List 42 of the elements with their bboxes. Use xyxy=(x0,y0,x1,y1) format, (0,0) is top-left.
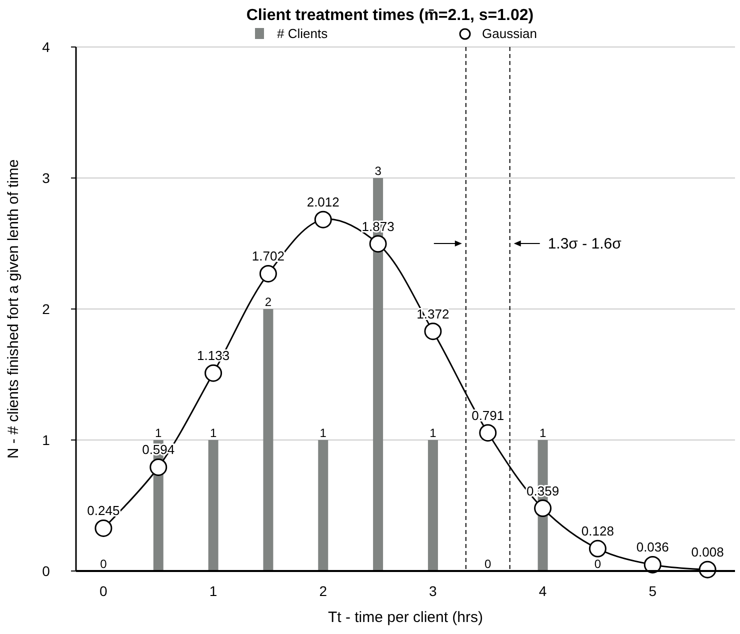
data-label: 2.012 xyxy=(306,194,340,210)
data-label: 1 xyxy=(539,426,546,440)
data-label: 0.359 xyxy=(526,483,560,498)
x-tick-label: 4 xyxy=(538,583,547,599)
legend-label: Gaussian xyxy=(482,26,537,41)
data-label: 0.245 xyxy=(87,503,120,518)
x-tick-label: 1 xyxy=(209,583,218,599)
data-label: 0.036 xyxy=(636,540,669,555)
point xyxy=(534,500,552,518)
data-label: 0.128 xyxy=(581,524,614,539)
data-label: 0.008 xyxy=(691,544,724,560)
x-tick-label: 5 xyxy=(648,583,657,599)
annotation: 1.3σ - 1.6σ xyxy=(548,236,622,252)
data-label: 0 xyxy=(484,557,492,571)
bar xyxy=(318,440,328,571)
data-label: 2 xyxy=(264,295,272,309)
bar xyxy=(263,309,274,571)
x-axis-title: Tt - time per client (hrs) xyxy=(328,609,484,626)
y-axis-title: N - # clients finished fort a given lenth of time xyxy=(5,159,22,459)
bar xyxy=(208,440,218,571)
data-label: 1 xyxy=(320,426,327,440)
data-label: 1 xyxy=(210,426,217,440)
data-label: 3 xyxy=(374,164,382,178)
x-tick-label: 3 xyxy=(429,583,438,599)
data-label: 1.873 xyxy=(362,218,394,234)
y-tick-label: 0 xyxy=(42,563,50,579)
point xyxy=(588,540,606,558)
data-label: 0 xyxy=(594,557,602,571)
point xyxy=(369,235,387,253)
x-tick-label: 0 xyxy=(100,583,108,599)
data-label: 0 xyxy=(100,557,108,571)
y-tick-label: 4 xyxy=(42,39,50,55)
data-label: 1 xyxy=(430,426,437,440)
point xyxy=(150,458,168,476)
x-tick-label: 2 xyxy=(319,583,328,599)
y-tick-label: 3 xyxy=(42,170,50,186)
bar xyxy=(428,440,438,571)
legend-label: # Clients xyxy=(277,26,328,41)
chart-title: Client treatment times (m̄=2.1, s=1.02) xyxy=(246,7,534,24)
y-tick-label: 1 xyxy=(42,432,50,448)
y-tick-label: 2 xyxy=(42,301,50,317)
data-label: 1 xyxy=(155,426,162,440)
